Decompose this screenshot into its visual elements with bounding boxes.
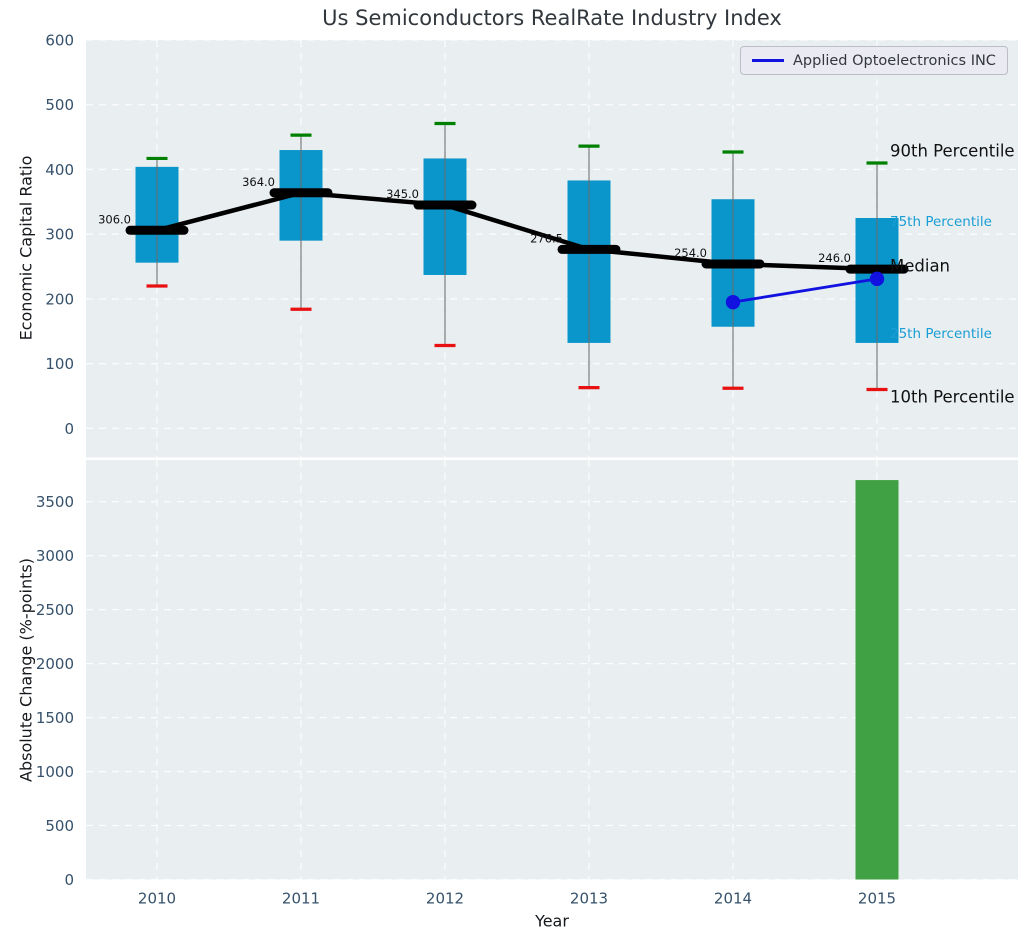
legend: Applied Optoelectronics INC [740, 46, 1008, 75]
company-point-2015 [869, 271, 885, 287]
y-tick-label: 300 [45, 226, 74, 244]
company-point-2014 [725, 294, 741, 310]
x-tick-label: 2010 [138, 890, 176, 908]
annotation-median: Median [890, 256, 951, 276]
y-tick-label: 100 [45, 355, 74, 373]
y-tick-label: 1500 [36, 709, 74, 727]
median-value-label-2010: 306.0 [98, 212, 131, 226]
company-line [732, 277, 878, 304]
median-value-label-2013: 276.5 [530, 231, 563, 245]
chart-title: Us Semiconductors RealRate Industry Inde… [322, 6, 782, 30]
y-tick-label: 600 [45, 32, 74, 50]
y-tick-label: 2000 [36, 655, 74, 673]
x-tick-label: 2015 [858, 890, 896, 908]
y-tick-label: 200 [45, 290, 74, 308]
legend-line-swatch [752, 59, 784, 62]
y-tick-label: 500 [45, 96, 74, 114]
legend-label: Applied Optoelectronics INC [793, 52, 996, 69]
change-bar-2015 [855, 480, 899, 880]
y-tick-label: 3500 [36, 493, 74, 511]
x-tick-label: 2012 [426, 890, 464, 908]
y-tick-label: 2500 [36, 601, 74, 619]
annotation-25th-percentile: 25th Percentile [890, 325, 992, 342]
annotation-75th-percentile: 75th Percentile [890, 214, 992, 230]
y-axis-label-top: Economic Capital Ratio [16, 155, 36, 341]
median-value-label-2011: 364.0 [242, 175, 275, 189]
median-value-label-2012: 345.0 [386, 187, 419, 201]
y-tick-label: 0 [64, 871, 74, 889]
y-tick-label: 3000 [36, 547, 74, 565]
y-axis-label-bottom: Absolute Change (%-points) [16, 558, 36, 782]
median-value-label-2014: 254.0 [674, 246, 707, 260]
annotation-10th-percentile: 10th Percentile [890, 387, 1015, 407]
y-tick-label: 500 [45, 817, 74, 835]
x-tick-label: 2013 [570, 890, 608, 908]
y-tick-label: 1000 [36, 763, 74, 781]
annotation-90th-percentile: 90th Percentile [890, 141, 1015, 161]
x-tick-label: 2011 [282, 890, 320, 908]
x-tick-label: 2014 [714, 890, 752, 908]
y-tick-label: 400 [45, 161, 74, 179]
x-axis-label: Year [535, 911, 569, 931]
median-value-label-2015: 246.0 [818, 251, 851, 265]
y-tick-label: 0 [64, 420, 74, 438]
